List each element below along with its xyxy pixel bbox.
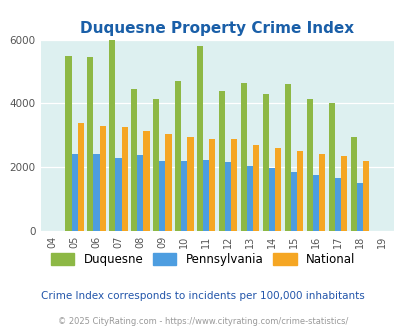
Bar: [143, 130, 149, 231]
Bar: [181, 161, 187, 231]
Bar: [137, 155, 143, 231]
Bar: [165, 134, 171, 231]
Bar: [77, 122, 83, 231]
Bar: [269, 168, 275, 231]
Bar: [153, 99, 159, 231]
Bar: [296, 151, 303, 231]
Bar: [187, 137, 193, 231]
Bar: [121, 127, 128, 231]
Bar: [218, 91, 224, 231]
Text: © 2025 CityRating.com - https://www.cityrating.com/crime-statistics/: © 2025 CityRating.com - https://www.city…: [58, 317, 347, 326]
Text: Crime Index corresponds to incidents per 100,000 inhabitants: Crime Index corresponds to incidents per…: [41, 291, 364, 301]
Bar: [275, 148, 281, 231]
Bar: [99, 126, 105, 231]
Title: Duquesne Property Crime Index: Duquesne Property Crime Index: [80, 21, 354, 36]
Bar: [262, 94, 269, 231]
Bar: [231, 140, 237, 231]
Bar: [340, 156, 346, 231]
Bar: [209, 139, 215, 231]
Bar: [71, 154, 77, 231]
Bar: [284, 84, 290, 231]
Bar: [240, 83, 246, 231]
Bar: [306, 99, 312, 231]
Legend: Duquesne, Pennsylvania, National: Duquesne, Pennsylvania, National: [50, 253, 355, 266]
Bar: [312, 175, 318, 231]
Bar: [224, 162, 231, 231]
Bar: [318, 154, 324, 231]
Bar: [175, 81, 181, 231]
Bar: [362, 160, 368, 231]
Bar: [253, 145, 259, 231]
Bar: [350, 137, 356, 231]
Bar: [87, 57, 93, 231]
Bar: [93, 154, 99, 231]
Bar: [196, 46, 202, 231]
Bar: [65, 55, 71, 231]
Bar: [328, 103, 334, 231]
Bar: [202, 160, 209, 231]
Bar: [356, 183, 362, 231]
Bar: [334, 178, 340, 231]
Bar: [246, 166, 253, 231]
Bar: [109, 40, 115, 231]
Bar: [159, 161, 165, 231]
Bar: [115, 158, 121, 231]
Bar: [290, 172, 296, 231]
Bar: [131, 89, 137, 231]
